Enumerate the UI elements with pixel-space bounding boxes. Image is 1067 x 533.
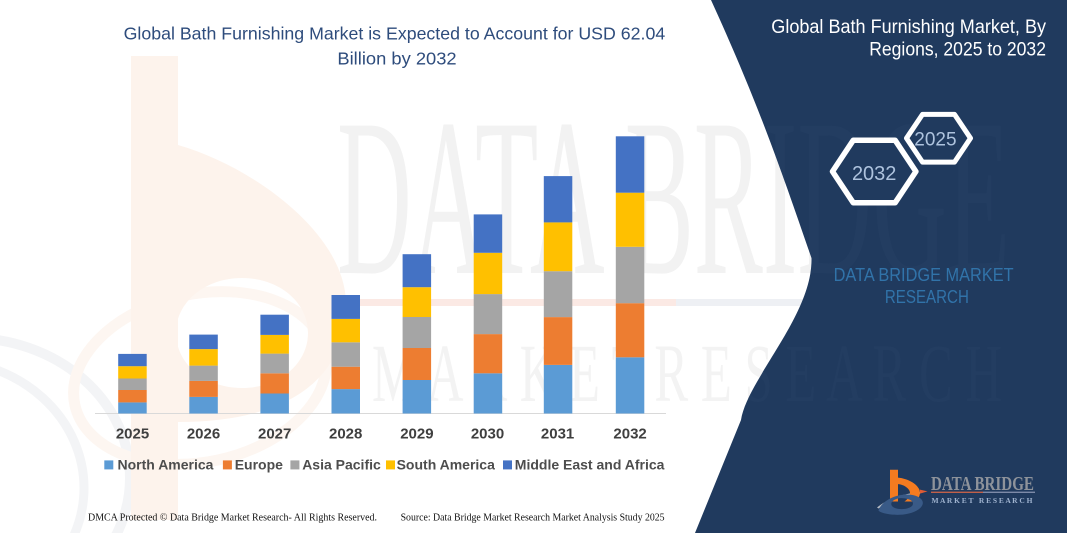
svg-text:Regions, 2025 to 2032: Regions, 2025 to 2032 bbox=[869, 40, 1046, 61]
svg-text:Billion by 2032: Billion by 2032 bbox=[337, 49, 456, 69]
svg-text:Europe: Europe bbox=[235, 457, 283, 473]
svg-text:2032: 2032 bbox=[613, 426, 646, 443]
svg-text:South America: South America bbox=[397, 457, 495, 473]
svg-text:Global Bath Furnishing Market,: Global Bath Furnishing Market, By bbox=[771, 17, 1046, 38]
svg-text:DATA BRIDGE: DATA BRIDGE bbox=[931, 473, 1034, 495]
svg-text:2028: 2028 bbox=[329, 426, 362, 443]
svg-text:2027: 2027 bbox=[258, 426, 291, 443]
svg-text:DATA BRIDGE MARKET: DATA BRIDGE MARKET bbox=[834, 264, 1014, 285]
svg-text:2032: 2032 bbox=[852, 163, 897, 185]
svg-text:Global Bath Furnishing Market: Global Bath Furnishing Market is Expecte… bbox=[124, 24, 666, 44]
svg-text:2031: 2031 bbox=[541, 426, 574, 443]
svg-text:2030: 2030 bbox=[471, 426, 504, 443]
svg-text:Middle East and Africa: Middle East and Africa bbox=[515, 457, 665, 473]
svg-text:RESEARCH: RESEARCH bbox=[885, 286, 969, 307]
svg-text:M A R K E T R E S E A R C H: M A R K E T R E S E A R C H bbox=[932, 496, 1033, 505]
svg-text:2026: 2026 bbox=[187, 426, 220, 443]
svg-text:North America: North America bbox=[118, 457, 214, 473]
svg-text:2025: 2025 bbox=[116, 426, 149, 443]
svg-text:2029: 2029 bbox=[400, 426, 433, 443]
svg-text:Source: Data Bridge Market Res: Source: Data Bridge Market Research Mark… bbox=[401, 512, 665, 524]
svg-text:DMCA Protected © Data Bridge M: DMCA Protected © Data Bridge Market Rese… bbox=[88, 512, 377, 524]
svg-text:Asia Pacific: Asia Pacific bbox=[302, 457, 381, 473]
svg-text:2025: 2025 bbox=[914, 129, 956, 150]
